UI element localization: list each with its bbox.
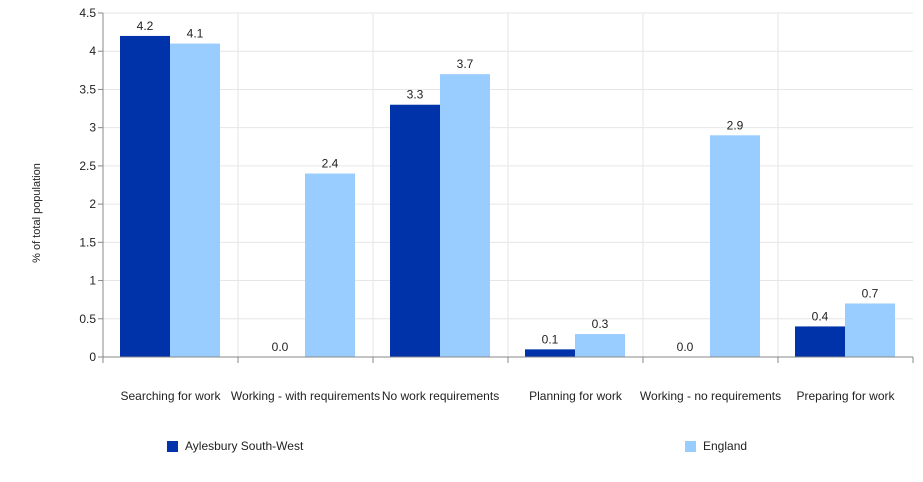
data-label-1-5: 0.7	[862, 286, 879, 300]
bar-0-3	[525, 349, 575, 357]
data-label-0-4: 0.0	[677, 340, 694, 354]
y-tick-label-9: 4.5	[79, 6, 96, 20]
y-tick-label-0: 0	[89, 350, 96, 364]
bar-1-4	[710, 135, 760, 357]
bar-1-1	[305, 173, 355, 357]
labels: 0 0.5 1 1.5 2 2.5 3 3.5 4 4.5 4.2 0.0 3.3 0.1 0.0 0.4 4.…	[79, 6, 895, 403]
legend-item-england: England	[685, 439, 747, 453]
data-label-0-0: 4.2	[137, 19, 154, 33]
data-label-1-0: 4.1	[187, 27, 204, 41]
bars	[120, 35, 895, 358]
data-label-0-3: 0.1	[542, 332, 559, 346]
data-label-1-4: 2.9	[727, 118, 744, 132]
legend-swatch-england	[685, 440, 696, 452]
x-category-label-3: Planning for work	[529, 389, 623, 403]
x-category-label-0: Searching for work	[120, 389, 221, 403]
legend-item-aylesbury: Aylesbury South-West	[167, 439, 303, 453]
data-label-1-3: 0.3	[592, 317, 609, 331]
y-axis-label: % of total population	[31, 163, 43, 263]
y-tick-label-7: 3.5	[79, 82, 96, 96]
y-tick-label-2: 1	[89, 274, 96, 288]
x-category-label-5: Preparing for work	[796, 389, 895, 403]
x-category-label-4: Working - no requirements	[640, 389, 781, 403]
y-tick-label-6: 3	[89, 121, 96, 135]
gridlines	[103, 12, 913, 357]
legend-label-aylesbury: Aylesbury South-West	[185, 439, 304, 453]
y-tick-label-3: 1.5	[79, 235, 96, 249]
y-tick-label-1: 0.5	[79, 312, 96, 326]
x-category-label-2: No work requirements	[382, 389, 499, 403]
y-tick-label-4: 2	[89, 197, 96, 211]
data-label-0-2: 3.3	[407, 88, 424, 102]
y-tick-label-8: 4	[89, 44, 96, 58]
legend-swatch-aylesbury	[167, 440, 178, 452]
bar-1-3	[575, 334, 625, 357]
legend-label-england: England	[703, 439, 748, 453]
bar-0-5	[795, 326, 845, 357]
data-label-1-2: 3.7	[457, 57, 474, 71]
x-category-label-1: Working - with requirements	[231, 389, 380, 403]
data-label-1-1: 2.4	[322, 157, 339, 171]
data-label-0-5: 0.4	[812, 309, 829, 323]
data-label-0-1: 0.0	[272, 340, 289, 354]
bar-0-2	[390, 104, 440, 357]
axes	[98, 12, 914, 363]
bar-1-5	[845, 303, 895, 357]
y-tick-label-5: 2.5	[79, 159, 96, 173]
bar-1-2	[440, 74, 490, 358]
bar-0-0	[120, 35, 170, 357]
bar-1-0	[170, 43, 220, 357]
